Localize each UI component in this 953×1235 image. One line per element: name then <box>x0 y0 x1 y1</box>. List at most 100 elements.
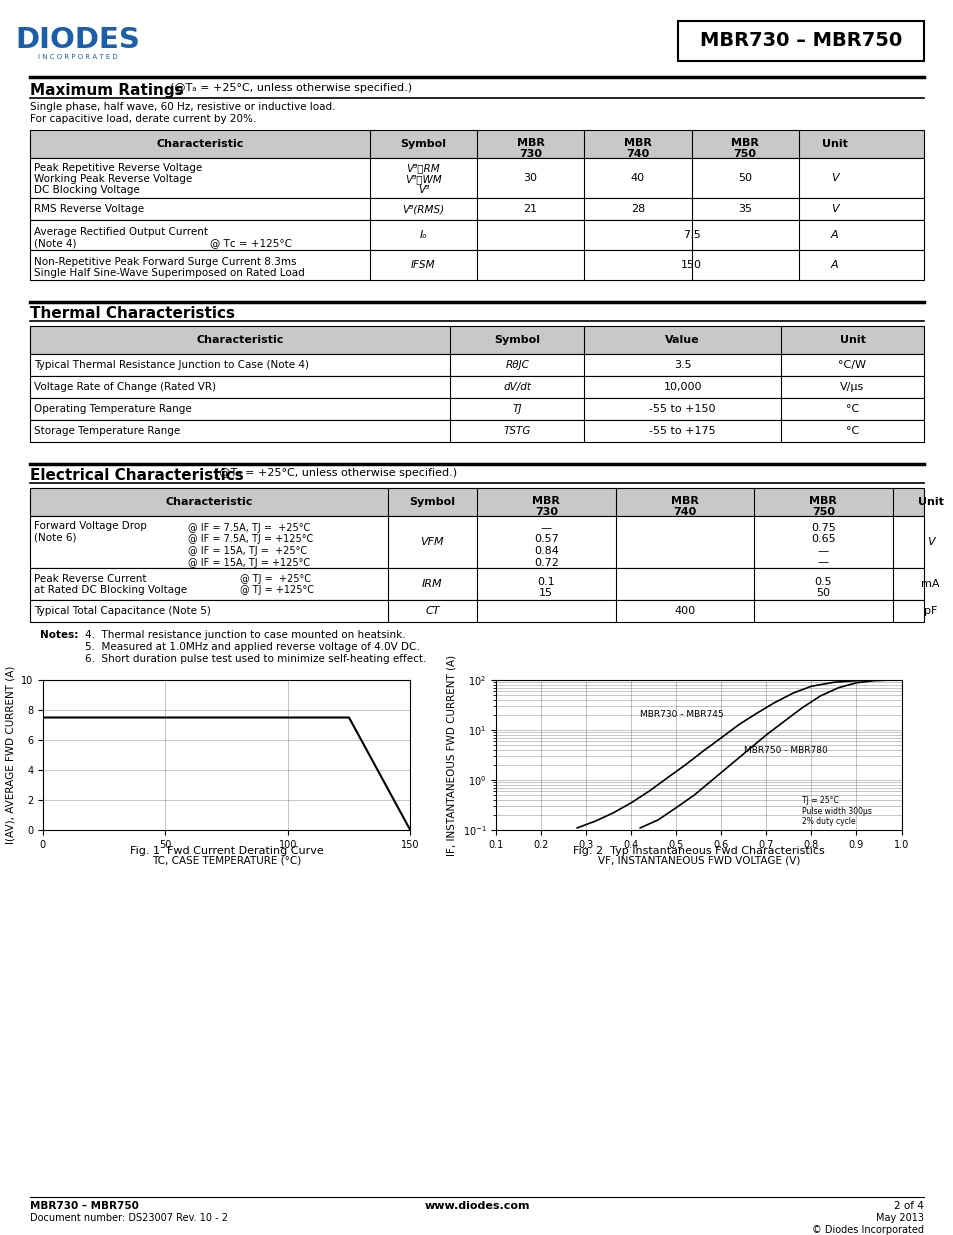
Text: 10,000: 10,000 <box>662 382 701 391</box>
Bar <box>30 220 923 249</box>
Text: °C/W: °C/W <box>838 359 865 370</box>
Text: 0.1: 0.1 <box>537 577 555 587</box>
Text: © Diodes Incorporated: © Diodes Incorporated <box>811 1225 923 1235</box>
Text: 30: 30 <box>523 173 537 183</box>
Text: V: V <box>830 173 838 183</box>
Text: 4.  Thermal resistance junction to case mounted on heatsink.: 4. Thermal resistance junction to case m… <box>85 630 405 640</box>
Text: Characteristic: Characteristic <box>165 496 253 508</box>
Bar <box>678 21 923 61</box>
Text: Fig. 1  Fwd Current Derating Curve: Fig. 1 Fwd Current Derating Curve <box>130 846 323 856</box>
Text: MBR: MBR <box>623 138 651 148</box>
Text: 50: 50 <box>738 173 751 183</box>
Text: VFM: VFM <box>420 537 444 547</box>
Text: Non-Repetitive Peak Forward Surge Current 8.3ms: Non-Repetitive Peak Forward Surge Curren… <box>34 257 296 267</box>
Text: 3.5: 3.5 <box>673 359 691 370</box>
Text: (Note 4): (Note 4) <box>34 238 76 248</box>
Text: MBR730 - MBR745: MBR730 - MBR745 <box>639 710 723 719</box>
Bar <box>30 398 923 420</box>
Text: Iₒ: Iₒ <box>419 230 427 240</box>
Text: @ IF = 15A, TJ = +125°C: @ IF = 15A, TJ = +125°C <box>188 557 310 568</box>
Text: VᴲᴯWM: VᴲᴯWM <box>405 174 441 184</box>
Text: 740: 740 <box>625 149 649 159</box>
Text: 740: 740 <box>673 508 696 517</box>
Text: Characteristic: Characteristic <box>196 335 283 345</box>
Text: 0.57: 0.57 <box>534 535 558 545</box>
Text: Single Half Sine-Wave Superimposed on Rated Load: Single Half Sine-Wave Superimposed on Ra… <box>34 268 304 278</box>
Text: 0.65: 0.65 <box>810 535 835 545</box>
Bar <box>30 488 923 516</box>
Text: 400: 400 <box>674 606 695 616</box>
Text: RθJC: RθJC <box>505 359 529 370</box>
Text: VᴲᴯRM: VᴲᴯRM <box>406 163 439 173</box>
Text: I N C O R P O R A T E D: I N C O R P O R A T E D <box>38 54 118 61</box>
Text: 5.  Measured at 1.0MHz and applied reverse voltage of 4.0V DC.: 5. Measured at 1.0MHz and applied revers… <box>85 642 419 652</box>
Text: 15: 15 <box>538 588 553 598</box>
Text: @ TJ = +125°C: @ TJ = +125°C <box>240 585 314 595</box>
Text: Voltage Rate of Change (Rated VR): Voltage Rate of Change (Rated VR) <box>34 382 215 391</box>
Text: —: — <box>540 522 551 534</box>
Bar <box>30 198 923 220</box>
Text: mA: mA <box>921 579 939 589</box>
Text: Electrical Characteristics: Electrical Characteristics <box>30 468 244 483</box>
Text: @ IF = 7.5A, TJ = +125°C: @ IF = 7.5A, TJ = +125°C <box>188 535 313 545</box>
Text: MBR730 – MBR750: MBR730 – MBR750 <box>700 32 902 51</box>
Text: Operating Temperature Range: Operating Temperature Range <box>34 404 192 414</box>
Text: Storage Temperature Range: Storage Temperature Range <box>34 426 180 436</box>
Text: 0.5: 0.5 <box>814 577 831 587</box>
Text: May 2013: May 2013 <box>875 1213 923 1223</box>
Text: Average Rectified Output Current: Average Rectified Output Current <box>34 227 208 237</box>
Text: (@Tₐ = +25°C, unless otherwise specified.): (@Tₐ = +25°C, unless otherwise specified… <box>214 468 456 478</box>
Text: IRM: IRM <box>421 579 442 589</box>
Text: V: V <box>830 204 838 214</box>
Text: MBR: MBR <box>731 138 759 148</box>
Text: Peak Repetitive Reverse Voltage: Peak Repetitive Reverse Voltage <box>34 163 202 173</box>
Bar <box>30 600 923 622</box>
Text: TJ = 25°C
Pulse width 300μs
2% duty cycle: TJ = 25°C Pulse width 300μs 2% duty cycl… <box>801 797 871 826</box>
Text: —: — <box>817 546 828 556</box>
Text: 50: 50 <box>816 588 829 598</box>
Text: www.diodes.com: www.diodes.com <box>424 1200 529 1212</box>
Text: IFSM: IFSM <box>411 261 436 270</box>
Text: DC Blocking Voltage: DC Blocking Voltage <box>34 185 139 195</box>
Text: —: — <box>817 557 828 568</box>
Text: 35: 35 <box>738 204 751 214</box>
Text: MBR750 - MBR780: MBR750 - MBR780 <box>743 746 827 755</box>
Text: MBR: MBR <box>532 496 559 506</box>
Text: 28: 28 <box>630 204 644 214</box>
Text: MBR730 – MBR750: MBR730 – MBR750 <box>30 1200 139 1212</box>
Text: Document number: DS23007 Rev. 10 - 2: Document number: DS23007 Rev. 10 - 2 <box>30 1213 228 1223</box>
Text: MBR: MBR <box>809 496 837 506</box>
Text: For capacitive load, derate current by 20%.: For capacitive load, derate current by 2… <box>30 114 256 124</box>
Text: 6.  Short duration pulse test used to minimize self-heating effect.: 6. Short duration pulse test used to min… <box>85 655 426 664</box>
Text: 750: 750 <box>733 149 756 159</box>
Text: 40: 40 <box>630 173 644 183</box>
Text: Symbol: Symbol <box>409 496 455 508</box>
Bar <box>30 249 923 280</box>
Text: Typical Thermal Resistance Junction to Case (Note 4): Typical Thermal Resistance Junction to C… <box>34 359 309 370</box>
Text: Vᴲ: Vᴲ <box>417 185 429 195</box>
Text: 730: 730 <box>535 508 558 517</box>
Text: @ TJ =  +25°C: @ TJ = +25°C <box>240 574 311 584</box>
Text: Maximum Ratings: Maximum Ratings <box>30 83 183 98</box>
Text: V: V <box>926 537 934 547</box>
Bar <box>30 354 923 375</box>
Text: Unit: Unit <box>821 140 846 149</box>
Text: 7.5: 7.5 <box>682 230 700 240</box>
Text: MBR: MBR <box>670 496 698 506</box>
Bar <box>30 375 923 398</box>
Text: Fig. 2  Typ Instantaneous Fwd Characteristics: Fig. 2 Typ Instantaneous Fwd Characteris… <box>573 846 823 856</box>
Text: 2 of 4: 2 of 4 <box>893 1200 923 1212</box>
Text: (Note 6): (Note 6) <box>34 532 76 542</box>
Bar <box>30 158 923 198</box>
Text: MBR: MBR <box>517 138 544 148</box>
Text: Typical Total Capacitance (Note 5): Typical Total Capacitance (Note 5) <box>34 606 211 616</box>
Text: TSTG: TSTG <box>503 426 531 436</box>
Text: Symbol: Symbol <box>494 335 539 345</box>
Text: 0.84: 0.84 <box>534 546 558 556</box>
Text: A: A <box>830 261 838 270</box>
Text: 730: 730 <box>518 149 541 159</box>
Bar <box>30 326 923 354</box>
Bar <box>30 516 923 568</box>
Text: RMS Reverse Voltage: RMS Reverse Voltage <box>34 204 144 214</box>
Text: pF: pF <box>923 606 937 616</box>
